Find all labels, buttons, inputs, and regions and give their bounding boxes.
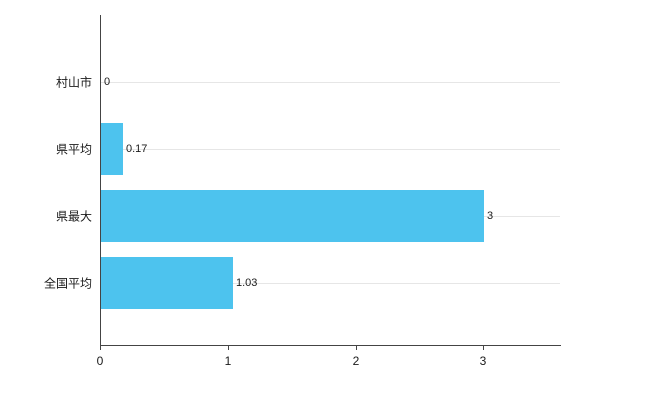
- value-label: 0: [104, 76, 111, 88]
- x-axis: [100, 345, 561, 346]
- category-label: 全国平均: [43, 276, 92, 291]
- value-label: 3: [487, 210, 494, 222]
- bar[interactable]: [101, 257, 233, 309]
- category-label: 県最大: [55, 209, 92, 224]
- x-tick-label: 0: [96, 354, 104, 368]
- x-tick-label: 2: [352, 354, 360, 368]
- x-tick-label: 3: [479, 354, 487, 368]
- x-axis-tick: [356, 345, 357, 350]
- category-label: 県平均: [55, 142, 92, 157]
- x-tick-label: 1: [224, 354, 232, 368]
- bar[interactable]: [101, 190, 484, 242]
- gridline: [100, 82, 560, 83]
- gridline: [100, 149, 560, 150]
- value-label: 0.17: [126, 143, 148, 155]
- x-axis-tick: [228, 345, 229, 350]
- gridline: [100, 283, 560, 284]
- value-label: 1.03: [236, 277, 258, 289]
- x-axis-tick: [483, 345, 484, 350]
- x-axis-tick: [100, 345, 101, 350]
- category-label: 村山市: [55, 75, 92, 90]
- bar[interactable]: [101, 123, 123, 175]
- y-axis: [100, 15, 101, 350]
